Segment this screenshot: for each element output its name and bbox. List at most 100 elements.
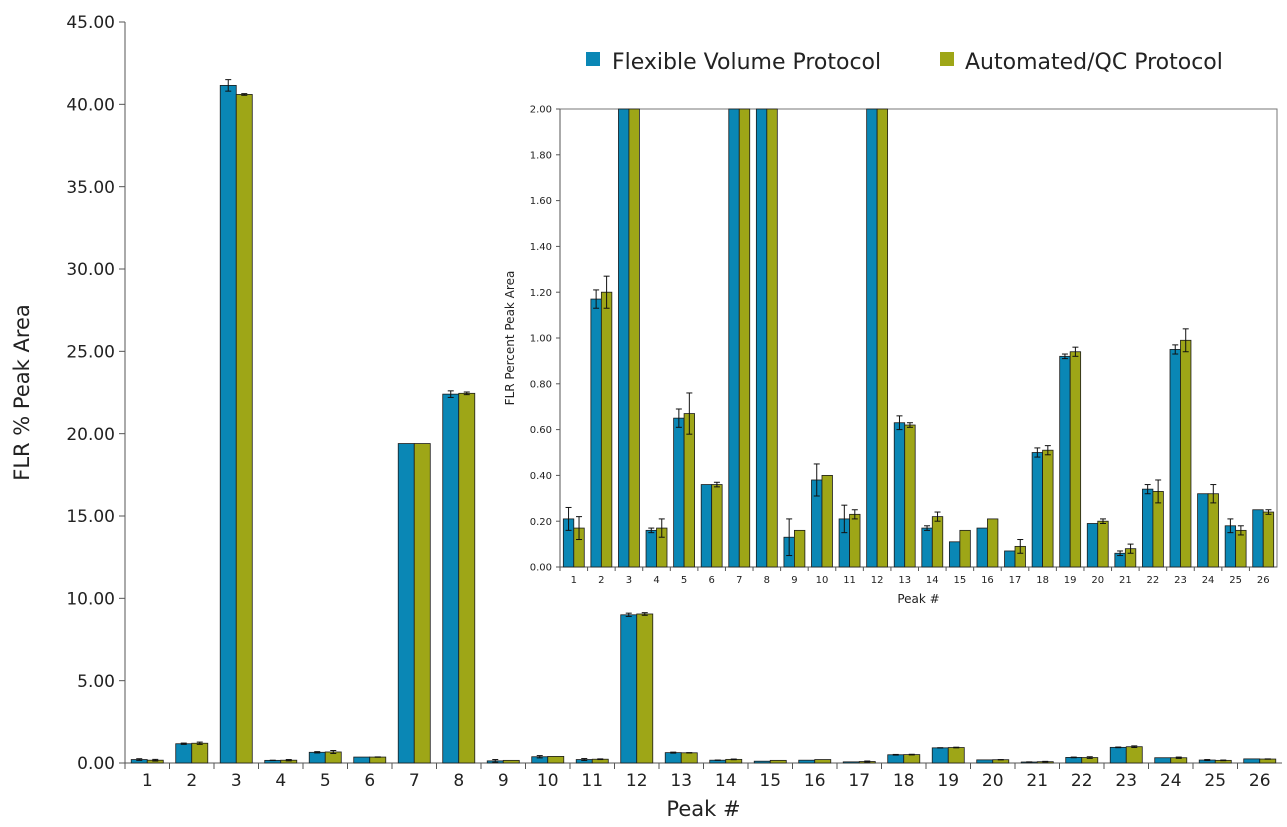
- main-xtick-label: 16: [804, 771, 826, 791]
- inset-ytick-label: 1.20: [530, 288, 552, 299]
- main-xtick-label: 25: [1204, 771, 1226, 791]
- inset-bar: [1042, 449, 1054, 568]
- main-bar: [620, 614, 638, 764]
- inset-x-axis-title: Peak #: [897, 592, 939, 606]
- inset-xtick-label: 2: [598, 575, 604, 586]
- inset-xtick-label: 15: [953, 575, 966, 586]
- inset-bar: [1069, 351, 1082, 568]
- main-ytick-label: 20.00: [66, 425, 115, 445]
- inset-xtick-label: 20: [1091, 575, 1104, 586]
- inset-xtick-label: 22: [1147, 575, 1160, 586]
- inset-bar: [755, 108, 768, 568]
- main-bar: [191, 742, 209, 764]
- main-xtick-label: 3: [231, 771, 242, 791]
- main-xtick-label: 19: [937, 771, 959, 791]
- inset-bar: [1252, 509, 1264, 568]
- main-ytick-label: 40.00: [66, 95, 115, 115]
- inset-ytick-label: 1.40: [530, 242, 552, 253]
- inset-bar: [683, 413, 695, 568]
- inset-bar: [700, 484, 713, 568]
- main-bar: [1125, 746, 1143, 764]
- inset-bar: [866, 108, 878, 568]
- inset-xtick-label: 19: [1064, 575, 1077, 586]
- main-y-axis-title: FLR % Peak Area: [10, 304, 34, 481]
- main-ytick-label: 30.00: [66, 260, 115, 280]
- main-bar: [353, 756, 371, 764]
- inset-ytick-label: 1.60: [530, 196, 552, 207]
- inset-plot-frame: [559, 108, 1278, 568]
- inset-ytick-label: 0.60: [530, 425, 552, 436]
- inset-bar: [1031, 452, 1043, 568]
- inset-bar: [600, 291, 613, 568]
- inset-bar: [1097, 520, 1109, 568]
- main-bar: [636, 613, 654, 764]
- main-bar: [664, 752, 682, 764]
- inset-bar: [738, 108, 751, 568]
- main-bar: [1154, 757, 1172, 764]
- inset-xtick-label: 26: [1257, 575, 1270, 586]
- main-bar: [842, 761, 860, 764]
- main-xtick-label: 22: [1071, 771, 1093, 791]
- inset-bar: [645, 529, 657, 568]
- main-ytick-label: 10.00: [66, 589, 115, 609]
- inset-bar: [849, 513, 861, 568]
- inset-xtick-label: 12: [871, 575, 884, 586]
- main-xtick-label: 1: [142, 771, 153, 791]
- main-xtick-label: 18: [893, 771, 915, 791]
- inset-bar: [618, 108, 630, 568]
- main-xtick-label: 12: [626, 771, 648, 791]
- inset-xtick-label: 10: [816, 575, 829, 586]
- inset-xtick-label: 6: [708, 575, 714, 586]
- inset-xtick-label: 3: [626, 575, 632, 586]
- main-ytick-label: 45.00: [66, 13, 115, 33]
- main-bar: [175, 743, 193, 764]
- inset-bar: [1197, 493, 1209, 568]
- inset-bar: [1169, 349, 1181, 568]
- legend-label-flexible: Flexible Volume Protocol: [612, 50, 881, 75]
- inset-ytick-label: 1.80: [530, 150, 552, 161]
- inset-xtick-label: 24: [1202, 575, 1215, 586]
- main-ytick-label: 35.00: [66, 178, 115, 198]
- inset-xtick-label: 25: [1229, 575, 1242, 586]
- main-bar: [502, 759, 520, 764]
- main-bar: [308, 751, 326, 764]
- main-xtick-label: 8: [453, 771, 464, 791]
- main-xtick-label: 14: [715, 771, 737, 791]
- inset-bar: [821, 474, 833, 568]
- main-bar: [769, 759, 787, 764]
- inset-ytick-label: 0.00: [530, 563, 552, 574]
- main-ytick-label: 15.00: [66, 507, 115, 527]
- inset-xtick-label: 13: [898, 575, 911, 586]
- main-bar: [1243, 758, 1261, 764]
- main-bar: [947, 747, 965, 764]
- main-bar: [442, 393, 460, 764]
- inset-bar: [628, 108, 640, 568]
- main-xtick-label: 20: [982, 771, 1004, 791]
- main-bar: [903, 754, 921, 764]
- inset-bar: [1142, 488, 1154, 568]
- main-bar: [458, 392, 476, 764]
- main-bar: [753, 760, 771, 764]
- main-bar: [1065, 757, 1083, 764]
- main-bar: [219, 84, 237, 764]
- inset-xtick-label: 4: [653, 575, 659, 586]
- main-bar: [798, 759, 816, 764]
- inset-bar: [1086, 523, 1099, 568]
- main-xtick-label: 15: [759, 771, 781, 791]
- legend-swatch-automated: [940, 52, 954, 66]
- inset-bar: [931, 516, 944, 568]
- main-xtick-label: 5: [320, 771, 331, 791]
- inset-bar: [1207, 493, 1219, 568]
- main-bar: [680, 752, 698, 764]
- inset-xtick-label: 18: [1036, 575, 1049, 586]
- inset-bar: [673, 417, 685, 568]
- inset-bar: [976, 527, 988, 568]
- inset-bar: [893, 422, 906, 568]
- main-ytick-label: 5.00: [77, 672, 115, 692]
- main-bar: [369, 756, 387, 764]
- main-bar: [931, 747, 949, 764]
- legend: Flexible Volume Protocol Automated/QC Pr…: [586, 50, 1223, 75]
- inset-bar: [948, 541, 961, 568]
- inset-xtick-label: 8: [764, 575, 770, 586]
